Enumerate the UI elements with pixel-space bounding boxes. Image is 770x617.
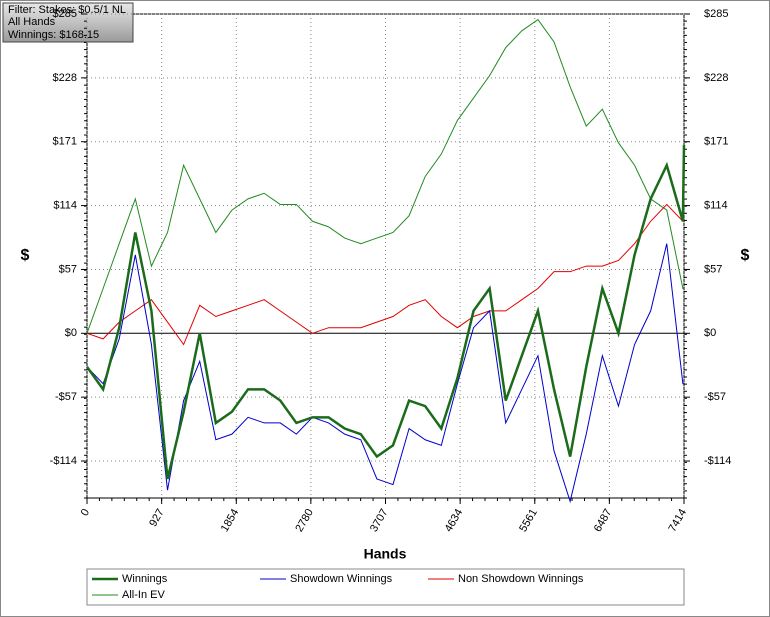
legend-label: Non Showdown Winnings — [458, 573, 584, 585]
legend — [86, 568, 685, 606]
y2-axis-label: $ — [741, 247, 750, 264]
legend-label: All-In EV — [122, 589, 165, 601]
y2-tick-label: $228 — [704, 72, 728, 84]
y-tick-label: $114 — [53, 199, 77, 211]
x-tick-label: 0 — [79, 507, 92, 518]
y-tick-label: $285 — [53, 8, 77, 20]
series-line — [86, 203, 684, 346]
legend-label: Showdown Winnings — [290, 573, 393, 585]
y2-tick-label: $171 — [704, 136, 728, 148]
y2-tick-label: $0 — [704, 327, 716, 339]
y2-tick-label: -$114 — [704, 455, 731, 467]
y-tick-label: -$57 — [55, 391, 77, 403]
y2-tick-label: $285 — [704, 8, 728, 20]
series-line — [86, 18, 684, 334]
y2-tick-label: -$57 — [704, 391, 726, 403]
y2-tick-label: $57 — [704, 263, 722, 275]
y-tick-label: $228 — [53, 72, 77, 84]
info-box — [2, 2, 134, 43]
series-line — [85, 145, 686, 480]
info-line: Filter: Stakes: $0.5/1 NL — [8, 4, 126, 16]
y-tick-label: $0 — [65, 327, 77, 339]
y-tick-label: $57 — [59, 263, 77, 275]
info-line: Winnings: $168.15 — [8, 29, 99, 41]
info-line: All Hands — [8, 16, 56, 28]
x-axis-label: Hands — [364, 546, 407, 562]
legend-label: Winnings — [122, 573, 168, 585]
y2-tick-label: $114 — [704, 199, 728, 211]
y-axis-label: $ — [21, 247, 30, 264]
y-tick-label: -$114 — [50, 455, 77, 467]
y-tick-label: $171 — [53, 136, 77, 148]
